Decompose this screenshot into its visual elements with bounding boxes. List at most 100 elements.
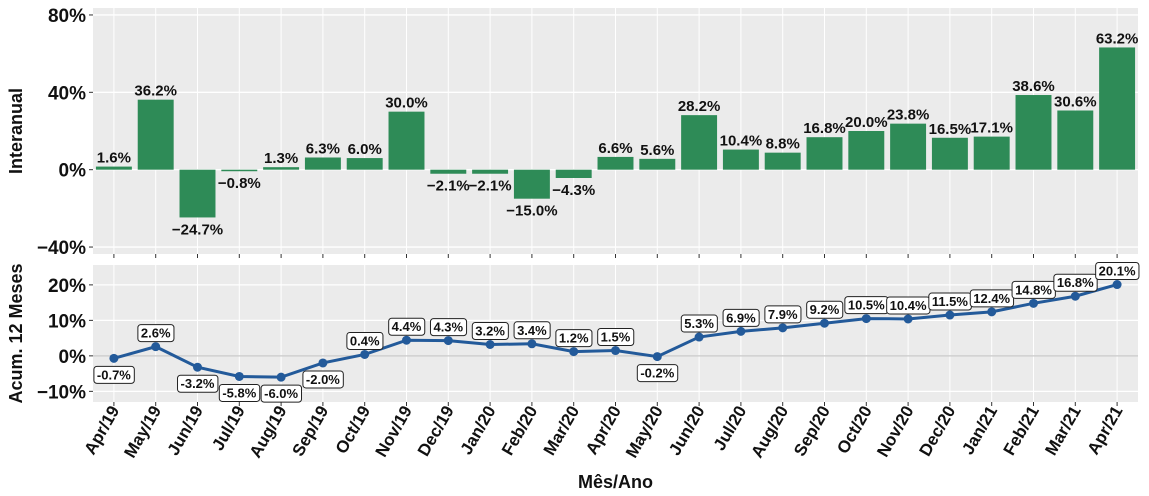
- bar: [973, 136, 1010, 170]
- point: [443, 336, 453, 346]
- point: [318, 358, 328, 368]
- value-label: 10.4%: [890, 298, 927, 313]
- value-label: 1.5%: [601, 330, 631, 345]
- value-label: 17.1%: [970, 120, 1013, 137]
- x-tick-label: Oct/20: [833, 403, 875, 458]
- label-group: 7.9%: [764, 305, 802, 324]
- label-box: [137, 324, 175, 343]
- value-label: 23.8%: [887, 107, 930, 124]
- value-label: 36.2%: [134, 83, 177, 100]
- label-group: 20.1%: [1095, 262, 1140, 281]
- value-label: 20.0%: [845, 114, 888, 131]
- label-group: 9.2%: [806, 300, 844, 319]
- x-tick-label: Aug/19: [246, 403, 291, 462]
- x-tick-label: Jun/19: [164, 403, 207, 459]
- label-box: [555, 329, 593, 348]
- value-label: -2.0%: [306, 372, 340, 387]
- label-box: [302, 370, 344, 389]
- value-label: -5.8%: [222, 385, 256, 400]
- value-label: 6.3%: [306, 140, 340, 157]
- value-label: 5.6%: [640, 142, 674, 159]
- value-label: -0.7%: [97, 367, 131, 382]
- value-label: 12.4%: [973, 291, 1010, 306]
- x-tick-label: Apr/20: [582, 403, 625, 458]
- label-group: -5.8%: [218, 383, 261, 402]
- value-label: −2.1%: [427, 178, 470, 195]
- x-tick-label: Jun/20: [665, 403, 708, 459]
- x-tick-label: Mar/21: [1041, 403, 1084, 459]
- value-label: −4.3%: [552, 182, 595, 199]
- value-label: 1.6%: [97, 150, 131, 167]
- point: [861, 314, 871, 324]
- point: [611, 346, 620, 356]
- y-tick-label: 20%: [48, 276, 86, 297]
- label-box: [636, 364, 679, 383]
- point: [1029, 298, 1038, 308]
- value-label: −15.0%: [506, 203, 557, 220]
- label-group: -3.2%: [177, 374, 219, 393]
- point: [1070, 291, 1080, 301]
- label-box: [1053, 273, 1098, 292]
- label-box: [260, 384, 303, 403]
- label-group: 1.2%: [555, 329, 593, 348]
- value-label: -3.2%: [181, 376, 215, 391]
- x-tick-label: Jan/20: [457, 403, 500, 458]
- bar: [304, 157, 341, 170]
- value-label: 1.3%: [264, 150, 298, 167]
- label-box: [346, 331, 384, 350]
- label-box: [471, 322, 509, 341]
- value-label: 4.4%: [392, 319, 422, 334]
- point: [109, 353, 119, 363]
- bar: [806, 137, 843, 170]
- point: [402, 335, 411, 345]
- value-label: 7.9%: [768, 307, 798, 322]
- value-label: 28.2%: [678, 98, 721, 115]
- label-box: [722, 308, 760, 327]
- label-group: 5.3%: [680, 314, 718, 333]
- value-label: 1.2%: [559, 331, 589, 346]
- point: [360, 349, 370, 359]
- value-label: 2.6%: [141, 326, 171, 341]
- point: [945, 310, 955, 320]
- point: [151, 342, 161, 352]
- value-label: 14.8%: [1015, 282, 1052, 297]
- point: [234, 371, 244, 381]
- x-tick-label: Dec/20: [915, 403, 959, 460]
- label-group: 10.4%: [886, 296, 931, 315]
- y-axis-title: Interanual: [6, 88, 26, 174]
- point: [1112, 280, 1122, 290]
- x-tick-label: Jul/20: [710, 403, 751, 454]
- point: [778, 323, 788, 333]
- x-tick-label: Mar/20: [540, 403, 583, 459]
- x-tick-label: Sep/19: [289, 403, 333, 460]
- bar: [1015, 95, 1052, 170]
- label-group: 1.5%: [597, 328, 635, 347]
- value-label: −0.8%: [218, 175, 261, 192]
- bar: [263, 167, 300, 170]
- x-tick-label: Sep/20: [790, 403, 834, 460]
- x-tick-label: Jul/19: [208, 403, 249, 454]
- label-group: 3.4%: [513, 321, 551, 340]
- label-box: [597, 328, 635, 347]
- value-label: 6.9%: [726, 310, 756, 325]
- label-group: 11.5%: [928, 292, 972, 311]
- label-group: 4.4%: [388, 317, 426, 336]
- value-label: 30.6%: [1054, 94, 1097, 111]
- value-label: 38.6%: [1012, 78, 1055, 95]
- bar: [472, 169, 509, 174]
- value-label: 4.3%: [433, 320, 463, 335]
- value-label: 63.2%: [1096, 30, 1139, 47]
- y-tick-label: −40%: [37, 238, 86, 259]
- value-label: 3.2%: [475, 324, 505, 339]
- bar: [95, 166, 132, 170]
- value-label: 11.5%: [932, 294, 969, 309]
- value-label: 20.1%: [1099, 264, 1136, 279]
- bar: [639, 158, 676, 170]
- label-box: [513, 321, 551, 340]
- label-group: 2.6%: [137, 324, 175, 343]
- value-label: 3.4%: [517, 323, 547, 338]
- x-tick-label: Oct/19: [332, 403, 374, 458]
- label-group: 10.5%: [844, 296, 889, 315]
- bar: [931, 137, 968, 170]
